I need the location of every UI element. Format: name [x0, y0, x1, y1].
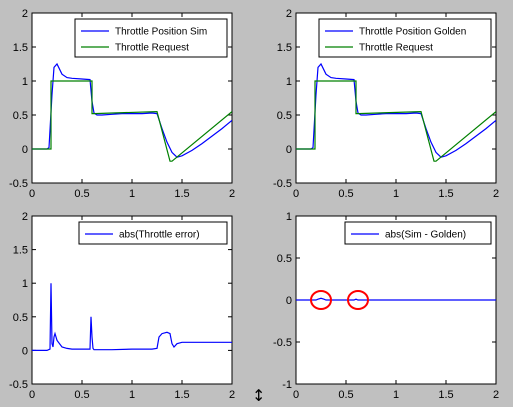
legend: Throttle Position Sim Throttle Request — [74, 18, 228, 58]
series-line-2 — [32, 80, 232, 162]
x-tick-label: 2 — [229, 188, 235, 200]
y-tick-label: 0.5 — [13, 110, 28, 122]
legend-label: Throttle Position Golden — [359, 27, 466, 38]
y-tick-label: 2 — [22, 8, 28, 20]
y-tick-label: 0.5 — [277, 253, 292, 265]
x-tick-label: 1 — [393, 188, 399, 200]
x-tick-label: 1.5 — [174, 389, 189, 401]
x-tick-label: 1.5 — [174, 188, 189, 200]
y-tick-label: 2 — [22, 211, 28, 223]
x-tick-label: 0 — [29, 389, 35, 401]
y-tick-label: 1 — [286, 211, 292, 223]
subplot-4: 0 0.5 1 1.5 2 -1 -0.5 0 0.5 1 abs(Sim - Golden) — [273, 211, 499, 401]
x-tick-label: 0 — [293, 389, 299, 401]
y-tick-label: 0.5 — [277, 110, 292, 122]
x-tick-label: 1 — [129, 188, 135, 200]
x-tick-label: 0.5 — [74, 188, 89, 200]
legend-label: Throttle Position Sim — [115, 27, 207, 38]
x-tick-label: 2 — [229, 389, 235, 401]
annotation-circle — [310, 290, 332, 310]
y-tick-label: 1 — [22, 76, 28, 88]
y-tick-label: 0 — [286, 144, 292, 156]
legend-label: Throttle Request — [115, 43, 189, 54]
series-line-1 — [32, 62, 232, 158]
legend-label: abs(Throttle error) — [119, 230, 200, 241]
series-line-1 — [296, 62, 496, 158]
x-tick-label: 2 — [493, 188, 499, 200]
y-tick-label: 0 — [22, 345, 28, 357]
legend-box — [344, 221, 492, 245]
series-line-2 — [296, 80, 496, 162]
x-tick-label: 0.5 — [338, 188, 353, 200]
legend-box — [318, 18, 492, 58]
y-tick-label: -0.5 — [273, 178, 292, 190]
legend-box — [74, 18, 228, 58]
annotation-circle — [347, 290, 369, 310]
legend: abs(Throttle error) — [78, 221, 228, 245]
y-tick-label: 0 — [286, 295, 292, 307]
y-tick-label: 1 — [286, 76, 292, 88]
y-tick-label: -0.5 — [9, 379, 28, 391]
series-line-1 — [32, 283, 232, 351]
x-tick-label: 0 — [293, 188, 299, 200]
resize-cursor-icon: ↕ — [252, 386, 265, 405]
y-tick-label: 1.5 — [13, 245, 28, 257]
x-tick-label: 1.5 — [438, 389, 453, 401]
x-tick-label: 0.5 — [74, 389, 89, 401]
x-tick-label: 0.5 — [338, 389, 353, 401]
x-tick-label: 1 — [129, 389, 135, 401]
legend-label: abs(Sim - Golden) — [385, 230, 466, 241]
x-tick-label: 2 — [493, 389, 499, 401]
x-tick-label: 0 — [29, 188, 35, 200]
y-tick-label: 2 — [286, 8, 292, 20]
legend: Throttle Position Golden Throttle Request — [318, 18, 492, 58]
y-tick-label: -0.5 — [273, 337, 292, 349]
y-tick-label: 1.5 — [13, 42, 28, 54]
x-tick-label: 1 — [393, 389, 399, 401]
y-tick-label: 0 — [22, 144, 28, 156]
legend: abs(Sim - Golden) — [344, 221, 492, 245]
y-tick-label: -1 — [282, 379, 292, 391]
y-tick-label: -0.5 — [9, 178, 28, 190]
y-tick-label: 1 — [22, 278, 28, 290]
x-tick-label: 1.5 — [438, 188, 453, 200]
legend-label: Throttle Request — [359, 43, 433, 54]
legend-box — [78, 221, 228, 245]
y-tick-label: 0.5 — [13, 312, 28, 324]
y-tick-label: 1.5 — [277, 42, 292, 54]
